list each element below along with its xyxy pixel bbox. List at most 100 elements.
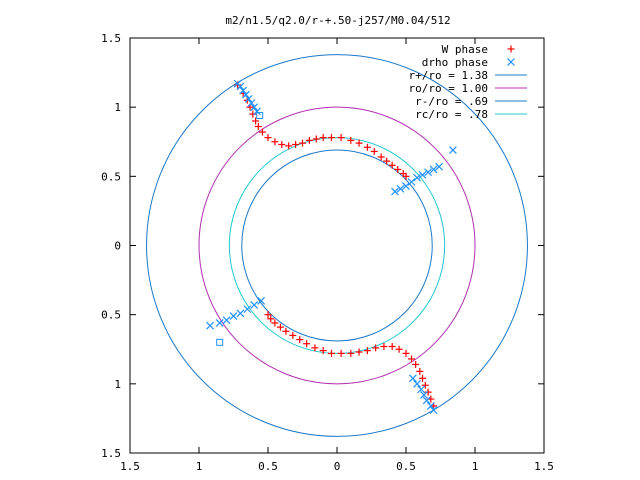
legend-label: W phase bbox=[442, 43, 488, 56]
y-tick-label: 0 bbox=[114, 240, 121, 253]
drho-phase-point bbox=[426, 402, 435, 410]
drho-phase-point-b bbox=[253, 107, 261, 116]
drho-phase-point-b bbox=[229, 312, 238, 320]
drho-phase-point-b bbox=[391, 187, 399, 196]
drho-phase-point-b bbox=[402, 182, 410, 190]
drho-phase-point-b bbox=[239, 86, 248, 95]
drho-phase-point-b bbox=[236, 82, 245, 91]
w-phase-point bbox=[394, 165, 402, 173]
drho-phase-point-b bbox=[435, 162, 444, 171]
w-phase-point bbox=[363, 347, 371, 355]
legend-swatch bbox=[507, 58, 515, 66]
drho-phase-point-b bbox=[247, 99, 256, 107]
w-phase-point bbox=[377, 153, 385, 161]
drho-phase-point-b bbox=[250, 103, 259, 112]
w-phase-point bbox=[383, 157, 391, 165]
drho-phase-point-b bbox=[429, 406, 438, 415]
drho-phase-point bbox=[215, 319, 224, 327]
x-tick-label: 0 bbox=[334, 460, 341, 473]
x-tick-label: 0.5 bbox=[258, 460, 278, 473]
drho-phase-point-b bbox=[250, 301, 259, 309]
drho-phase-point bbox=[413, 379, 421, 388]
drho-phase-square-point bbox=[216, 338, 224, 346]
w-phase-point bbox=[289, 331, 297, 339]
w-phase-point bbox=[347, 349, 355, 357]
w-phase-point bbox=[249, 110, 257, 118]
w-phase-point bbox=[380, 342, 388, 350]
drho-phase-point bbox=[241, 90, 250, 99]
drho-phase-point bbox=[236, 309, 245, 318]
w-phase-point bbox=[319, 134, 327, 142]
w-phase-point bbox=[264, 311, 272, 319]
legend-label: r-/ro = .69 bbox=[415, 95, 488, 108]
drho-phase-point-b bbox=[243, 305, 252, 314]
drho-phase-point-b bbox=[396, 184, 405, 193]
drho-phase-point bbox=[424, 168, 433, 177]
y-tick-label: 1 bbox=[114, 101, 121, 114]
drho-phase-point-b bbox=[420, 390, 428, 399]
w-phase-point bbox=[319, 347, 327, 355]
w-phase-point bbox=[355, 139, 363, 147]
w-phase-point bbox=[252, 117, 260, 125]
x-tick-label: 1.5 bbox=[534, 460, 554, 473]
drho-phase-point bbox=[244, 94, 253, 103]
w-phase-point bbox=[312, 135, 320, 143]
y-tick-label: 1 bbox=[114, 378, 121, 391]
ticks-layer: 1.5 1 0.5 0 0.5 1 1.51.510.500.511.5 bbox=[101, 32, 554, 473]
w-phase-point bbox=[276, 323, 284, 331]
drho-phase-point-b bbox=[413, 173, 421, 182]
drho-phase-point-b bbox=[257, 296, 266, 305]
drho-phase-point-b bbox=[407, 177, 416, 186]
w-phase-point bbox=[347, 136, 355, 144]
x-tick-label: 1.5 bbox=[120, 460, 140, 473]
w-phase-point bbox=[408, 355, 416, 363]
legend-label: ro/ro = 1.00 bbox=[409, 82, 488, 95]
drho-phase-point bbox=[391, 187, 399, 196]
chart-title: m2/n1.5/q2.0/r-+.50-j257/M0.04/512 bbox=[225, 14, 450, 27]
w-phase-point bbox=[285, 142, 293, 150]
w-phase-point bbox=[258, 128, 266, 136]
drho-phase-point bbox=[429, 165, 438, 174]
w-phase-point bbox=[355, 348, 363, 356]
drho-phase-point bbox=[402, 182, 410, 190]
y-tick-label: 0.5 bbox=[101, 170, 121, 183]
w-phase-point bbox=[296, 336, 304, 344]
w-phase-point bbox=[254, 123, 262, 131]
w-phase-point bbox=[388, 161, 396, 169]
drho-phase-square-point bbox=[256, 111, 264, 119]
drho-phase-point bbox=[413, 173, 421, 182]
drho-phase-point bbox=[422, 396, 431, 405]
drho-phase-point-b bbox=[408, 374, 417, 383]
w-phase-point bbox=[292, 141, 300, 149]
legend-label: drho phase bbox=[422, 56, 488, 69]
w-phase-point bbox=[299, 139, 306, 147]
w-phase-point bbox=[421, 381, 429, 389]
drho-phase-point bbox=[429, 406, 438, 415]
w-phase-point bbox=[303, 340, 311, 348]
drho-phase-point-b bbox=[429, 165, 438, 174]
w-phase-point bbox=[412, 360, 420, 368]
w-phase-point bbox=[424, 388, 432, 396]
drho-phase-point bbox=[250, 103, 259, 112]
drho-phase-point bbox=[253, 107, 261, 116]
circle-r-1 bbox=[198, 106, 476, 385]
drho-phase-point bbox=[250, 301, 259, 309]
drho-phase-point bbox=[448, 146, 457, 154]
w-phase-point bbox=[337, 349, 345, 357]
drho-phase-point-b bbox=[448, 146, 457, 154]
w-phase-point bbox=[416, 367, 424, 375]
drho-phase-point bbox=[417, 385, 426, 394]
w-phase-point bbox=[305, 136, 313, 144]
w-phase-point bbox=[327, 134, 335, 142]
drho-phase-point-b bbox=[422, 396, 431, 405]
w-phase-point bbox=[395, 345, 403, 353]
circle-r-0-78 bbox=[228, 137, 446, 354]
circle-r-0-69 bbox=[241, 149, 433, 342]
w-phase-point bbox=[234, 81, 242, 89]
x-tick-label: 0.5 bbox=[396, 460, 416, 473]
drho-phase-point-b bbox=[424, 168, 433, 177]
drho-phase-point-b bbox=[426, 402, 435, 410]
w-phase-point bbox=[278, 141, 286, 149]
